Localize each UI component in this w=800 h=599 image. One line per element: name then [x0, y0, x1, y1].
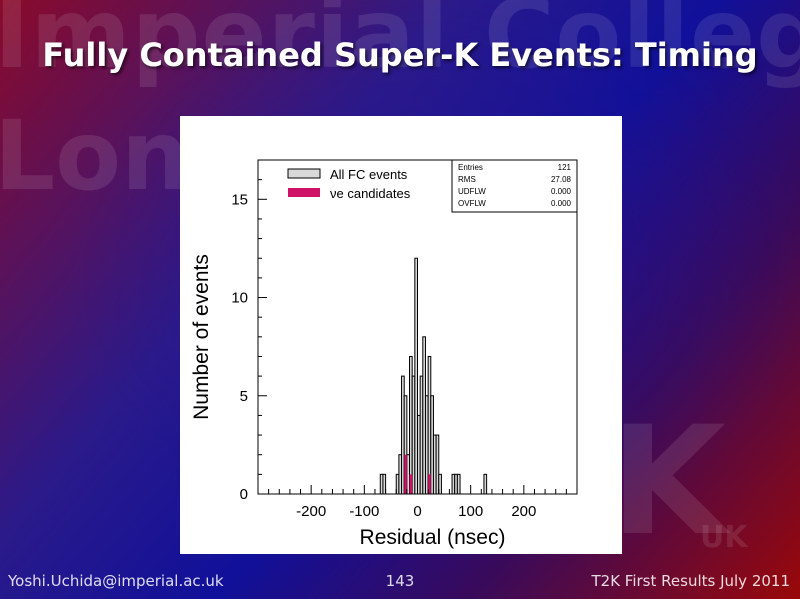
legend-swatch — [287, 168, 321, 179]
slide-title: Fully Contained Super-K Events: Timing — [42, 36, 758, 74]
histogram-bar — [483, 473, 488, 495]
footer-event: T2K First Results July 2011 — [591, 572, 791, 590]
y-tick-label: 5 — [240, 388, 248, 405]
chart-panel: -200 -100 0 100 200 0 5 10 15 Residual (nsec) Numb… — [180, 116, 622, 554]
histogram-chart: -200 -100 0 100 200 0 5 10 15 Residual (nsec) Numb… — [190, 159, 578, 549]
footer-page-number: 143 — [385, 572, 415, 590]
watermark-text-top: Imperial Colleg — [0, 0, 800, 90]
watermark-logo: K — [610, 395, 726, 569]
x-axis-label: Residual (nsec) — [360, 526, 506, 549]
legend-label: νe candidates — [330, 186, 411, 201]
y-tick-label: 10 — [231, 290, 248, 307]
y-axis-label: Number of events — [190, 254, 213, 420]
x-tick-label: 200 — [511, 503, 536, 520]
stats-label: UDFLW — [458, 187, 486, 196]
stats-value: 0.000 — [551, 187, 572, 196]
candidate-bar — [404, 454, 407, 494]
stats-label: RMS — [458, 175, 476, 184]
legend-swatch — [288, 188, 320, 197]
footer-email: Yoshi.Uchida@imperial.ac.uk — [8, 572, 224, 590]
y-tick-label: 15 — [231, 191, 248, 208]
stats-label: OVFLW — [458, 199, 486, 208]
stats-value: 0.000 — [551, 199, 572, 208]
stats-value: 27.08 — [551, 175, 572, 184]
watermark-text-middle: Lon — [0, 100, 190, 212]
x-tick-label: -100 — [349, 503, 379, 520]
stats-value: 121 — [558, 163, 572, 172]
x-tick-label: -200 — [296, 503, 326, 520]
stats-label: Entries — [458, 163, 483, 172]
candidate-bar — [409, 474, 413, 494]
stats-box — [451, 159, 578, 213]
legend-label: All FC events — [330, 167, 408, 182]
watermark-logo-small: UK — [700, 520, 748, 555]
x-tick-label: 0 — [413, 503, 421, 520]
y-tick-label: 0 — [240, 486, 248, 503]
x-tick-label: 100 — [458, 503, 483, 520]
candidate-bar — [428, 474, 431, 494]
